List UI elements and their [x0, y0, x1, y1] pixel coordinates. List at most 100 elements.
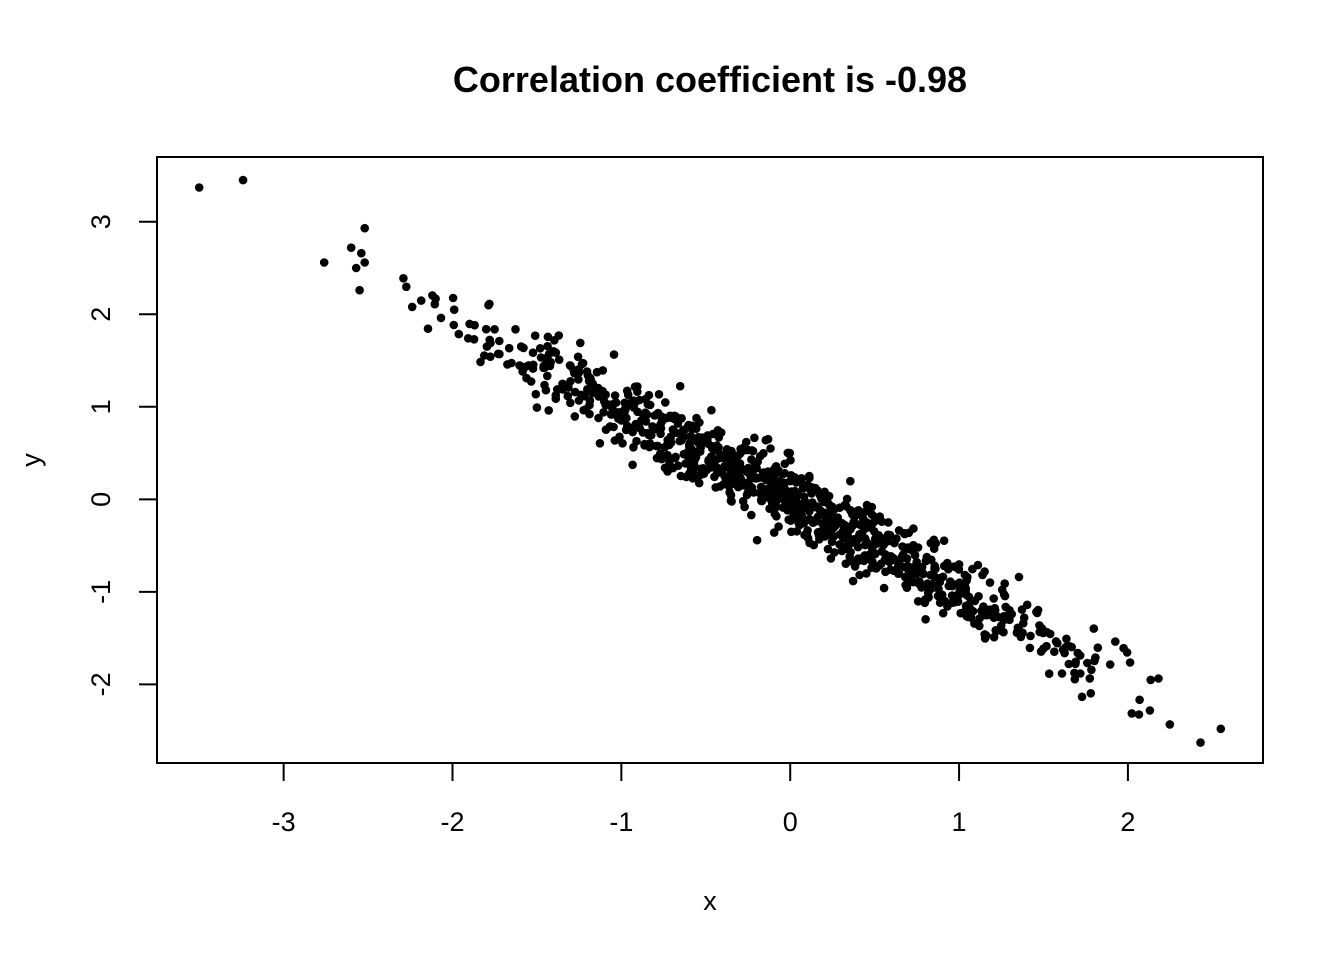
data-point [926, 570, 935, 580]
data-point [536, 353, 546, 362]
data-point [725, 488, 734, 497]
data-point [808, 485, 817, 495]
data-point [1007, 609, 1016, 619]
data-point [1085, 674, 1095, 683]
data-point [712, 463, 722, 472]
data-points [194, 175, 1226, 747]
data-point [1105, 660, 1115, 669]
data-point [1064, 659, 1074, 669]
data-point [1039, 644, 1048, 653]
data-point [586, 375, 596, 385]
data-point [645, 400, 655, 410]
data-point [800, 530, 809, 540]
data-point [979, 602, 988, 611]
data-point [610, 436, 620, 445]
data-point [687, 436, 696, 446]
data-point [683, 422, 692, 432]
data-point [661, 398, 670, 407]
data-point [842, 494, 852, 504]
data-point [1165, 720, 1175, 729]
data-point [1061, 642, 1071, 652]
data-point [692, 413, 701, 423]
data-point [892, 534, 901, 543]
data-point [722, 448, 732, 457]
data-point [768, 479, 778, 489]
data-point [640, 412, 649, 421]
data-point [881, 550, 890, 559]
data-point [1045, 629, 1055, 639]
data-point [849, 558, 858, 567]
x-tick-label: -3 [272, 807, 296, 837]
data-point [766, 444, 775, 453]
x-tick-label: -1 [609, 807, 633, 837]
data-point [493, 349, 503, 359]
data-point [749, 473, 758, 483]
data-point [610, 391, 620, 400]
data-point [598, 366, 608, 375]
data-point [784, 515, 793, 524]
data-point [866, 556, 876, 565]
data-point [708, 429, 718, 439]
data-point [629, 422, 639, 432]
data-point [1025, 643, 1035, 653]
y-tick-label: 1 [86, 399, 116, 414]
data-point [985, 578, 995, 587]
data-point [846, 476, 855, 486]
data-point [539, 361, 549, 371]
data-point [436, 313, 446, 323]
data-point [566, 398, 575, 408]
data-point [894, 561, 903, 571]
data-point [1062, 634, 1071, 644]
data-point [851, 507, 861, 517]
data-point [526, 377, 536, 386]
data-point [913, 597, 923, 606]
data-point [597, 388, 607, 397]
data-point [656, 429, 665, 439]
data-point [1093, 643, 1103, 652]
data-point [1154, 674, 1163, 683]
data-point [530, 331, 540, 341]
data-point [870, 517, 879, 526]
data-point [884, 518, 893, 527]
data-point [1000, 579, 1009, 588]
data-point [1125, 658, 1135, 667]
data-point [1090, 656, 1099, 666]
data-point [989, 632, 999, 642]
data-point [911, 569, 921, 579]
data-point [886, 565, 895, 574]
data-point [862, 569, 871, 578]
data-point [668, 463, 678, 473]
data-point [955, 578, 964, 587]
data-point [931, 564, 940, 574]
data-point [752, 535, 762, 545]
data-point [785, 448, 795, 458]
data-point [480, 351, 489, 360]
data-point [815, 490, 825, 500]
data-point [528, 348, 538, 358]
data-point [351, 263, 361, 273]
data-point [670, 453, 680, 463]
data-point [1122, 648, 1132, 657]
data-point [476, 357, 485, 367]
data-point [922, 552, 932, 562]
data-point [544, 406, 553, 415]
data-point [643, 428, 653, 438]
x-axis: -3 -2 -1 0 1 2 [272, 763, 1135, 837]
data-point [687, 450, 696, 460]
data-point [828, 513, 837, 523]
data-point [727, 497, 736, 506]
data-point [677, 414, 686, 423]
data-point [774, 522, 783, 531]
data-point [944, 564, 953, 574]
data-point [711, 483, 720, 492]
data-point [796, 478, 806, 487]
data-point [838, 527, 848, 536]
data-point [716, 428, 726, 437]
data-point [355, 285, 364, 295]
data-point [820, 517, 830, 527]
data-point [583, 385, 592, 394]
data-point [763, 492, 772, 502]
data-point [622, 386, 632, 396]
data-point [1057, 669, 1067, 678]
data-point [1135, 695, 1144, 705]
